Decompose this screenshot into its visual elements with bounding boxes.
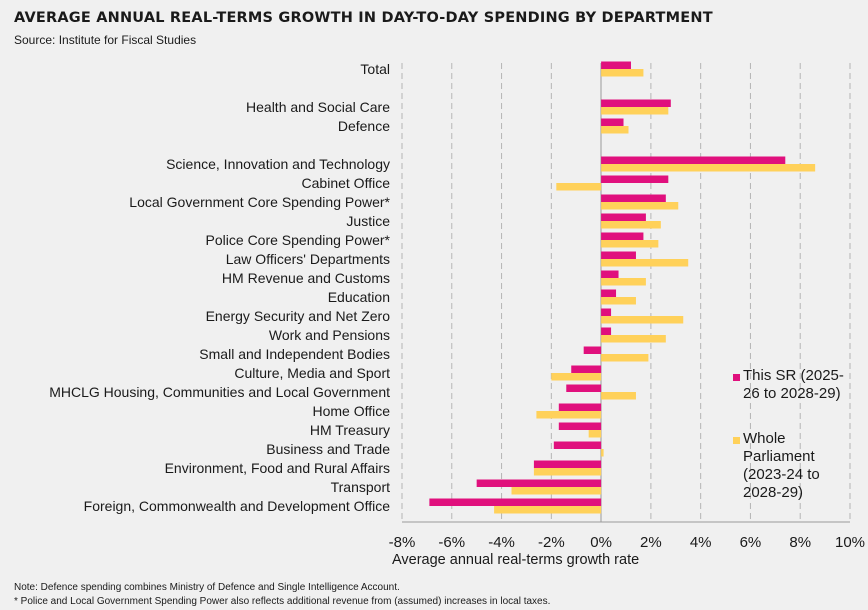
category-label-education: Education [328, 289, 390, 305]
category-label-hm-treasury: HM Treasury [310, 422, 390, 438]
x-tick-label: 8% [789, 534, 811, 551]
chart-title: AVERAGE ANNUAL REAL-TERMS GROWTH IN DAY-… [14, 10, 713, 26]
bar-whole-parliament-health-and-social-care [601, 107, 669, 115]
bar-this-sr-small-and-independent-bodies [583, 346, 602, 354]
bar-this-sr-environment-food-and-rural-affairs [533, 460, 602, 468]
bar-whole-parliament-home-office [536, 411, 602, 419]
bar-this-sr-culture-media-and-sport [571, 365, 602, 373]
x-tick-label: 0% [590, 534, 612, 551]
bar-whole-parliament-hm-treasury [588, 430, 602, 438]
bar-whole-parliament-small-and-independent-bodies [601, 354, 649, 362]
bar-this-sr-work-and-pensions [601, 327, 612, 335]
bar-this-sr-cabinet-office [601, 175, 669, 183]
bar-this-sr-business-and-trade [553, 441, 602, 449]
bar-whole-parliament-business-and-trade [601, 449, 604, 457]
category-label-work-and-pensions: Work and Pensions [269, 327, 390, 343]
x-axis-label: Average annual real-terms growth rate [392, 552, 639, 568]
chart-subtitle: Source: Institute for Fiscal Studies [14, 33, 197, 47]
x-tick-label: 4% [690, 534, 712, 551]
category-label-energy-security-and-net-zero: Energy Security and Net Zero [206, 308, 391, 324]
legend-label-this-sr: This SR (2025-26 to 2028-29) [743, 367, 844, 402]
x-tick-label: -4% [488, 534, 515, 551]
bar-this-sr-hm-revenue-and-customs [601, 270, 619, 278]
bar-this-sr-home-office [558, 403, 602, 411]
bar-this-sr-science-innovation-and-technology [601, 156, 786, 164]
x-tick-label: 2% [640, 534, 662, 551]
category-label-mhclg-housing-communities-and-local-government: MHCLG Housing, Communities and Local Gov… [49, 384, 390, 400]
footnote-defence: Note: Defence spending combines Ministry… [14, 582, 400, 593]
bar-whole-parliament-police-core-spending-power [601, 240, 659, 248]
bar-this-sr-defence [601, 118, 624, 126]
category-label-business-and-trade: Business and Trade [266, 441, 390, 457]
x-tick-label: -2% [538, 534, 565, 551]
category-label-law-officers-departments: Law Officers' Departments [226, 251, 390, 267]
bar-this-sr-justice [601, 213, 646, 221]
bar-this-sr-hm-treasury [558, 422, 602, 430]
bar-whole-parliament-transport [511, 487, 602, 495]
category-label-environment-food-and-rural-affairs: Environment, Food and Rural Affairs [165, 460, 390, 476]
bar-whole-parliament-local-government-core-spending-power [601, 202, 679, 210]
category-label-justice: Justice [346, 213, 390, 229]
category-label-defence: Defence [338, 118, 390, 134]
category-label-home-office: Home Office [312, 403, 390, 419]
legend-label-whole-parliament: Whole Parliament (2023-24 to 2028-29) [743, 430, 820, 501]
category-label-foreign-commonwealth-and-development-office: Foreign, Commonwealth and Development Of… [84, 498, 391, 514]
x-tick-label: 6% [740, 534, 762, 551]
category-label-local-government-core-spending-power: Local Government Core Spending Power* [129, 194, 390, 210]
category-label-culture-media-and-sport: Culture, Media and Sport [234, 365, 390, 381]
bar-whole-parliament-hm-revenue-and-customs [601, 278, 646, 286]
bar-whole-parliament-culture-media-and-sport [551, 373, 602, 381]
bar-whole-parliament-law-officers-departments [601, 259, 689, 267]
bar-this-sr-police-core-spending-power [601, 232, 644, 240]
bar-whole-parliament-education [601, 297, 636, 305]
bar-whole-parliament-environment-food-and-rural-affairs [533, 468, 602, 476]
bar-whole-parliament-justice [601, 221, 661, 229]
bar-this-sr-foreign-commonwealth-and-development-office [429, 498, 602, 506]
category-label-science-innovation-and-technology: Science, Innovation and Technology [166, 156, 390, 172]
category-label-transport: Transport [331, 479, 391, 495]
bar-whole-parliament-defence [601, 126, 629, 134]
category-label-police-core-spending-power: Police Core Spending Power* [206, 232, 391, 248]
bar-whole-parliament-science-innovation-and-technology [601, 164, 816, 172]
x-tick-label: -6% [438, 534, 465, 551]
bar-whole-parliament-work-and-pensions [601, 335, 666, 343]
category-label-total: Total [360, 61, 390, 77]
bar-whole-parliament-mhclg-housing-communities-and-local-government [601, 392, 636, 400]
x-tick-label: 10% [835, 534, 865, 551]
bar-whole-parliament-foreign-commonwealth-and-development-office [494, 506, 602, 514]
bar-this-sr-energy-security-and-net-zero [601, 308, 612, 316]
x-tick-label: -8% [389, 534, 416, 551]
category-label-small-and-independent-bodies: Small and Independent Bodies [199, 346, 390, 362]
footnotes: Note: Defence spending combines Ministry… [14, 581, 550, 609]
bar-this-sr-health-and-social-care [601, 99, 671, 107]
bar-whole-parliament-cabinet-office [556, 183, 602, 191]
bar-this-sr-mhclg-housing-communities-and-local-government [566, 384, 602, 392]
legend-swatch-this-sr [733, 374, 740, 381]
bar-this-sr-transport [476, 479, 602, 487]
category-label-hm-revenue-and-customs: HM Revenue and Customs [222, 270, 390, 286]
bar-this-sr-total [601, 61, 631, 69]
bar-this-sr-education [601, 289, 617, 297]
bar-whole-parliament-total [601, 69, 644, 77]
category-label-cabinet-office: Cabinet Office [302, 175, 391, 191]
category-label-health-and-social-care: Health and Social Care [246, 99, 390, 115]
footnote-local-tax: * Police and Local Government Spending P… [14, 596, 551, 607]
bar-this-sr-local-government-core-spending-power [601, 194, 666, 202]
bar-whole-parliament-energy-security-and-net-zero [601, 316, 684, 324]
bar-this-sr-law-officers-departments [601, 251, 636, 259]
legend-swatch-whole-parliament [733, 437, 740, 444]
bar-chart: -8% -6% -4% -2% 0% 2% 4% 6% 8% 10% Average annual … [49, 61, 865, 568]
